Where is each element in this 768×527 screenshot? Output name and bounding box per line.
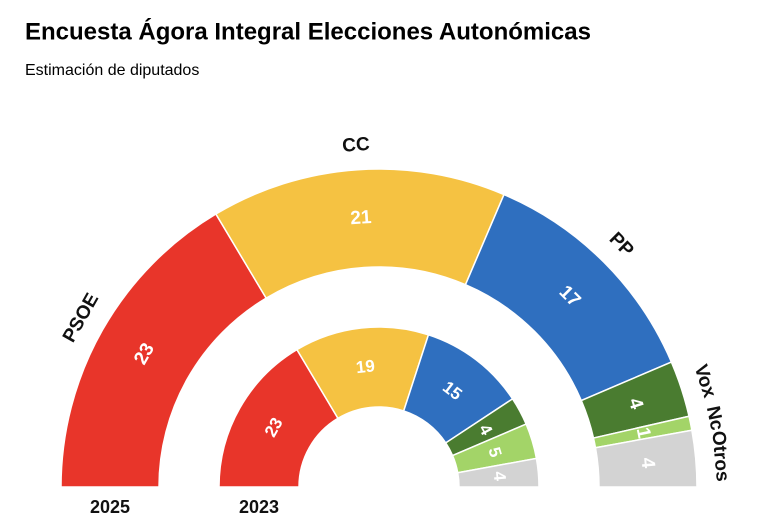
- seat-segment: [594, 429, 698, 488]
- chart-title: Encuesta Ágora Integral Elecciones Auton…: [25, 17, 591, 45]
- value-label: 4: [490, 471, 510, 483]
- category-label: Vox: [690, 362, 720, 401]
- category-label: Nc: [702, 404, 728, 432]
- value-label: 21: [350, 207, 373, 229]
- category-label: PP: [605, 228, 638, 261]
- category-label: Otros: [707, 430, 732, 482]
- category-label: PSOE: [59, 290, 103, 346]
- series-label: 2025: [90, 497, 130, 517]
- series-label: 2023: [239, 497, 279, 517]
- seat-segment: [214, 168, 505, 300]
- seat-segment: [456, 457, 540, 488]
- chart-subtitle: Estimación de diputados: [25, 62, 199, 79]
- value-label: 19: [355, 356, 376, 377]
- value-label: 1: [632, 426, 655, 441]
- value-label: 4: [636, 457, 658, 470]
- category-label: CC: [342, 134, 371, 157]
